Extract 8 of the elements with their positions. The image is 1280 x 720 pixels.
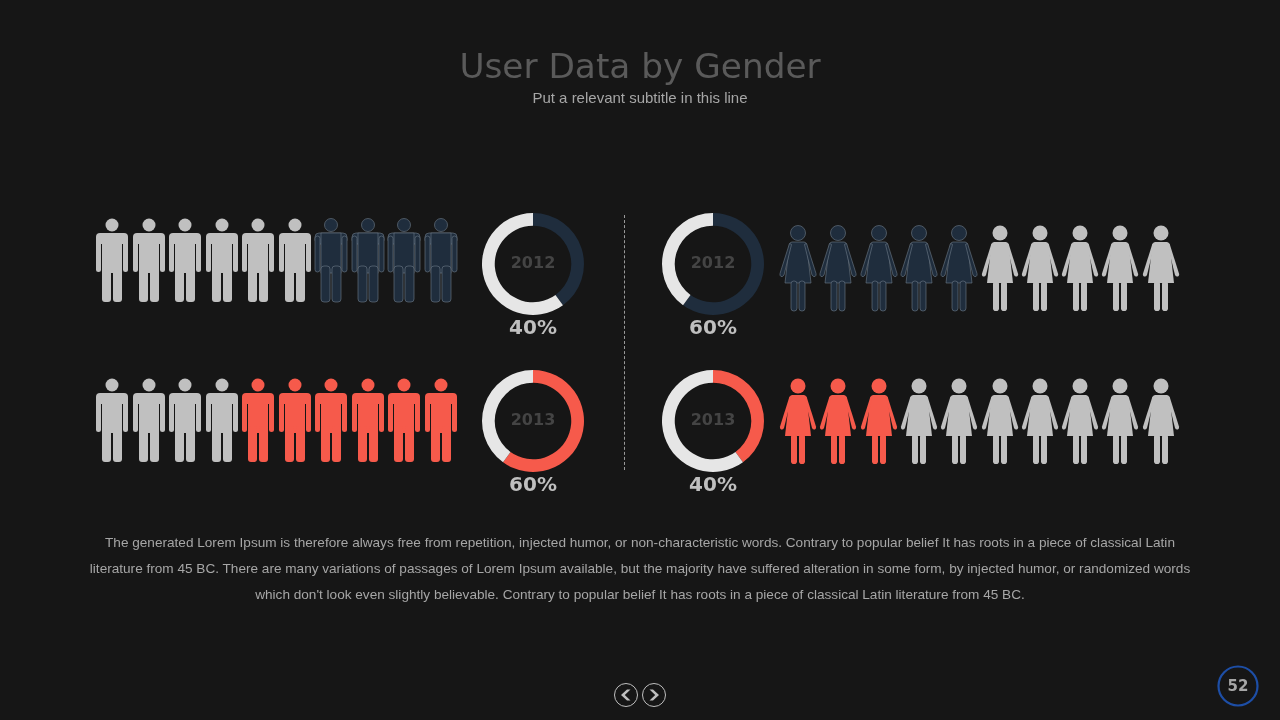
text: User Data by Gender (459, 45, 821, 88)
text: 40% (689, 472, 737, 497)
text: 40% (509, 315, 557, 340)
text: 52 (1227, 677, 1249, 695)
text: 60% (509, 472, 557, 497)
text: The generated Lorem Ipsum is therefore always free from repetition, injected humor, or non-characteristic words. Contrary to popular belief It has roots in a piece of classical Latin literature from 45 BC. There are many variations of passages of Lorem Ipsum available, but the majority have suffered alteration in some form, by injected humor, or randomized words which don't look even slightly believable. Contrary to popular belief It has roots in a piece of classical Latin literature from 45 BC. (88, 534, 1192, 604)
text: Put a relevant subtitle in this line (532, 88, 748, 108)
text: 60% (689, 315, 737, 340)
